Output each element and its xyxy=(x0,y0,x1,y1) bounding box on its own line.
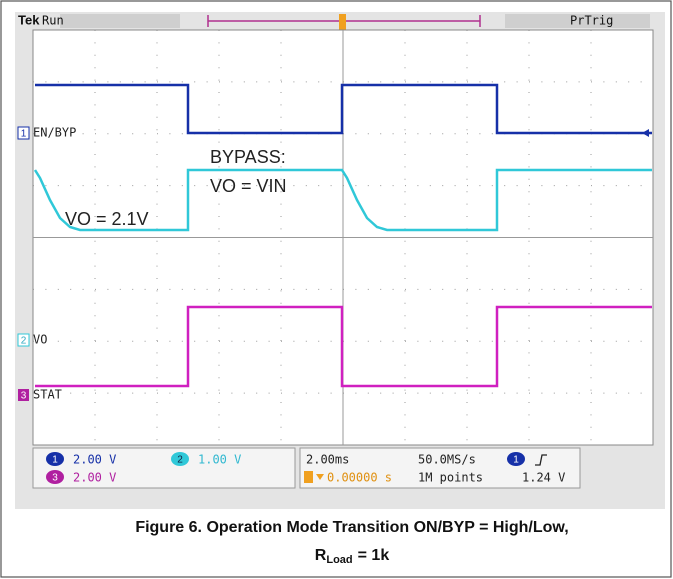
ch2-label: VO xyxy=(33,333,47,347)
sample-rate: 50.0MS/s xyxy=(418,453,476,467)
top-bar-box xyxy=(505,14,650,28)
ch2-badge xyxy=(171,452,189,466)
trigger-source: 1 xyxy=(513,455,519,466)
run-state: Run xyxy=(42,14,64,28)
ch1-trace xyxy=(35,83,652,135)
caption-line: Figure 6. Operation Mode Transition ON/B… xyxy=(135,519,568,536)
ch2-marker xyxy=(17,333,30,347)
ch3-label: STAT xyxy=(33,388,62,402)
trigger-marker xyxy=(339,14,346,36)
ch3-number: 3 xyxy=(21,391,27,402)
ch1-badge xyxy=(46,452,64,466)
vertical-readout xyxy=(32,447,296,489)
ch2-number: 2 xyxy=(21,336,27,347)
ch3-trace xyxy=(35,305,652,388)
ch1-scale: 2.00 V xyxy=(73,453,116,467)
ch3-number: 3 xyxy=(52,473,58,484)
ch2-trace xyxy=(33,168,652,232)
ch2-scale: 1.00 V xyxy=(198,453,241,467)
edge-icon xyxy=(535,454,547,466)
ch3-badge xyxy=(46,470,64,484)
ch2-number: 2 xyxy=(177,455,183,466)
annotation: VO = VIN xyxy=(210,176,287,196)
top-bar-box xyxy=(60,14,180,28)
trigger-state: PrTrig xyxy=(570,14,613,28)
caption-subscript: Load xyxy=(326,554,352,566)
ch1-number: 1 xyxy=(52,455,58,466)
record-length: 1M points xyxy=(418,471,483,485)
caption-value: = 1k xyxy=(358,547,390,564)
ch3-scale: 2.00 V xyxy=(73,471,116,485)
brand: Tek xyxy=(18,12,40,27)
timebase: 2.00ms xyxy=(306,453,349,467)
ch1-label: EN/BYP xyxy=(33,126,76,140)
trigger-icon xyxy=(316,474,324,480)
ch1-number: 1 xyxy=(21,129,27,140)
ch3-marker xyxy=(18,389,29,401)
ch1-level-marker xyxy=(642,129,649,137)
trigger-icon xyxy=(304,471,313,483)
horizontal-readout xyxy=(299,447,581,489)
ch1-marker xyxy=(17,126,30,140)
annotation: VO = 2.1V xyxy=(65,209,149,229)
trigger-position: 0.00000 s xyxy=(327,471,392,485)
caption-line: RLoad = 1k xyxy=(315,547,390,566)
caption-symbol: R xyxy=(315,547,327,564)
trigger-source-badge xyxy=(507,452,525,466)
trigger-level: 1.24 V xyxy=(522,471,565,485)
annotation: BYPASS: xyxy=(210,147,286,167)
